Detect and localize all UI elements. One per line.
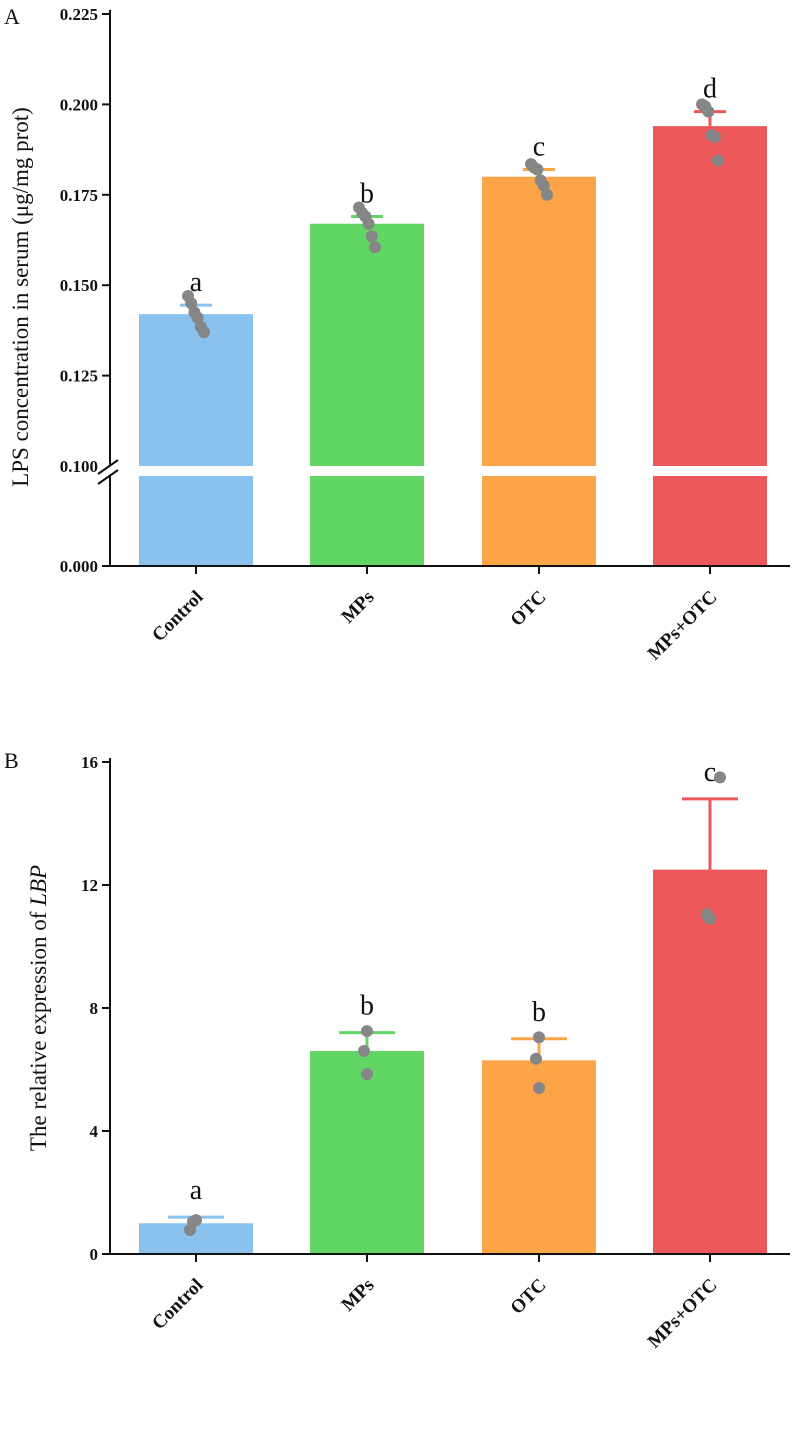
data-point-a-0-5 [198,326,210,339]
category-label-a-2: OTC [507,587,551,631]
y-tick-label-b-3: 12 [81,876,98,895]
data-point-b-3-0 [714,771,726,784]
category-label-b-1: MPs [338,1275,379,1316]
significance-label-a-0: a [190,267,203,298]
panel-a-plot: a Control b MPs c OTC d MPs+OTC 0.000 0.100 0.125 0… [60,5,800,664]
data-point-a-3-4 [708,130,721,143]
panel-b-plot: a Control b MPs b OTC c MPs+OTC 0 4 8 12 16 [81,753,790,1352]
y-tick-label-a-5: 0.200 [60,95,98,114]
category-label-a-3: MPs+OTC [644,587,722,665]
data-point-b-2-2 [533,1081,545,1094]
y-tick-label-a-1: 0.100 [60,457,98,476]
panel-b-y-axis-title: The relative expression of LBP [26,865,51,1151]
data-point-a-2-2 [531,163,544,176]
significance-label-b-1: b [360,991,374,1022]
y-tick-label-b-0: 0 [90,1245,99,1264]
data-point-b-1-1 [358,1045,370,1058]
bar-b-control [139,1223,253,1254]
significance-label-b-0: a [190,1175,203,1206]
significance-label-b-2: b [532,997,546,1028]
panel-b-y-axis-title-prefix: The relative expression of [26,906,51,1151]
category-label-b-0: Control [148,1275,207,1334]
data-point-b-2-0 [533,1031,545,1044]
category-label-a-0: Control [148,587,207,646]
significance-label-b-3: c [704,757,716,788]
data-point-a-2-5 [541,188,553,201]
y-tick-label-a-4: 0.175 [60,186,98,205]
bar-a-lower-control [139,476,253,566]
bar-b-mps [310,1051,424,1254]
data-point-a-1-5 [369,241,381,254]
data-point-b-3-2 [704,912,716,925]
significance-label-a-1: b [360,178,374,209]
axis-break-mark-1 [97,459,119,475]
panel-a-y-axis-title: LPS concentration in serum (μg/mg prot) [8,107,33,487]
category-label-b-3: MPs+OTC [644,1275,722,1353]
y-tick-label-a-6: 0.225 [60,5,98,24]
data-point-a-1-4 [365,230,378,243]
bar-a-lower-mps [310,476,424,566]
data-point-b-1-0 [361,1025,373,1038]
y-tick-label-a-2: 0.125 [60,367,98,386]
data-point-a-1-3 [362,217,375,230]
significance-label-a-3: d [703,74,717,105]
category-label-b-2: OTC [507,1275,551,1319]
y-tick-label-b-4: 16 [81,753,98,772]
bar-b-mps+otc [653,869,767,1254]
y-tick-label-b-1: 4 [90,1122,99,1141]
category-label-a-1: MPs [338,587,379,628]
axis-break-gap [90,466,800,476]
bar-a-upper-mps+otc [653,126,767,466]
bar-a-lower-otc [482,476,596,566]
data-point-a-2-4 [537,179,550,192]
data-point-b-2-1 [530,1052,542,1065]
data-point-b-1-2 [361,1068,373,1081]
axis-break-mark-2 [97,469,119,485]
y-tick-label-a-0: 0.000 [60,557,98,576]
data-point-a-3-2 [702,105,715,118]
data-point-a-0-1 [185,297,198,310]
y-tick-label-b-2: 8 [90,999,99,1018]
y-tick-label-a-3: 0.150 [60,276,98,295]
bar-a-lower-mps+otc [653,476,767,566]
panel-b-label: B [4,748,19,773]
bar-a-upper-otc [482,176,596,466]
panel-b-y-axis-title-gene: LBP [26,865,51,907]
bar-a-upper-mps [310,223,424,466]
data-point-b-0-2 [184,1224,196,1237]
bar-a-upper-control [139,314,253,466]
data-point-a-0-3 [191,311,204,324]
data-point-a-3-5 [712,154,724,167]
significance-label-a-2: c [533,131,545,162]
panel-a-label: A [4,4,20,29]
